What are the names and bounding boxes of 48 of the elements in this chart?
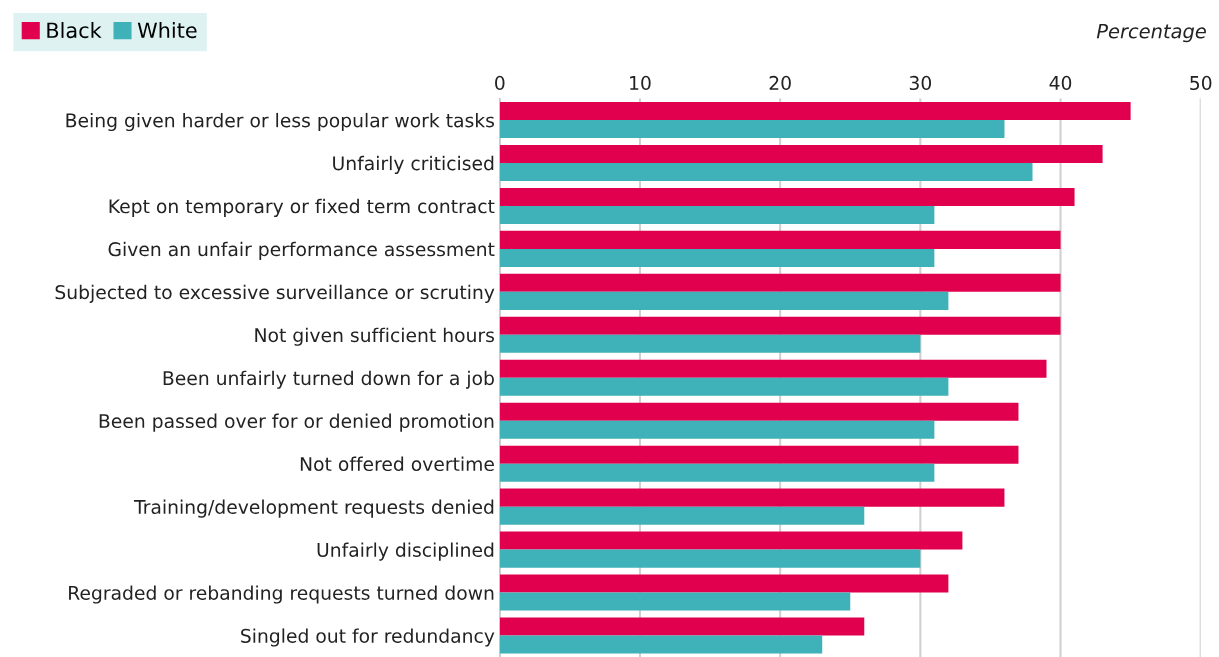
bar xyxy=(499,162,1033,182)
y-tick-label: Regraded or rebanding requests turned down xyxy=(69,585,494,604)
y-tick-label: Kept on temporary or fixed term contract xyxy=(109,198,495,217)
bar xyxy=(499,230,1061,249)
y-tick-label: Unfairly disciplined xyxy=(317,542,494,561)
y-tick-label: Been unfairly turned down for a job xyxy=(163,370,494,389)
bar xyxy=(499,617,865,636)
bar xyxy=(499,574,949,593)
x-tick-label: 0 xyxy=(495,75,505,91)
y-tick-label: Given an unfair performance assessment xyxy=(108,241,495,260)
bar xyxy=(499,291,949,310)
x-tick-label: 30 xyxy=(909,75,932,91)
bar xyxy=(499,144,1103,163)
bar xyxy=(499,402,1019,421)
bar xyxy=(499,506,865,525)
x-tick-label: 10 xyxy=(630,75,651,91)
bar xyxy=(499,248,935,267)
bar xyxy=(499,592,851,611)
bar xyxy=(499,635,823,654)
bar xyxy=(499,445,1019,464)
y-tick-label: Been passed over for or denied promotion xyxy=(99,413,494,432)
y-tick-label: Subjected to excessive surveillance or scrutiny xyxy=(55,284,495,303)
y-tick-label: Training/development requests denied xyxy=(133,499,494,518)
y-tick-label: Being given harder or less popular work tasks xyxy=(66,112,495,132)
x-axis-title: Percentage xyxy=(1096,24,1206,43)
x-tick-label: 50 xyxy=(1190,75,1212,91)
bar xyxy=(499,377,949,396)
bar xyxy=(499,549,921,568)
bar xyxy=(499,334,921,353)
bar xyxy=(499,120,1005,139)
bar xyxy=(499,273,1061,292)
bar xyxy=(499,463,935,482)
y-tick-label: Unfairly criticised xyxy=(333,155,494,175)
bar xyxy=(499,316,1061,335)
bar xyxy=(499,101,1131,121)
bar xyxy=(499,187,1075,206)
bar xyxy=(499,420,935,439)
x-tick-label: 20 xyxy=(769,75,791,91)
legend-label: White xyxy=(137,22,197,39)
y-tick-label: Singled out for redundancy xyxy=(241,628,495,647)
bar xyxy=(499,359,1047,378)
bar xyxy=(499,205,935,224)
bar xyxy=(499,531,963,550)
legend-label: Black xyxy=(47,22,102,39)
bar xyxy=(499,488,1005,507)
y-tick-label: Not given sufficient hours xyxy=(255,327,495,346)
x-tick-label: 40 xyxy=(1049,75,1072,91)
y-tick-label: Not offered overtime xyxy=(300,456,494,472)
